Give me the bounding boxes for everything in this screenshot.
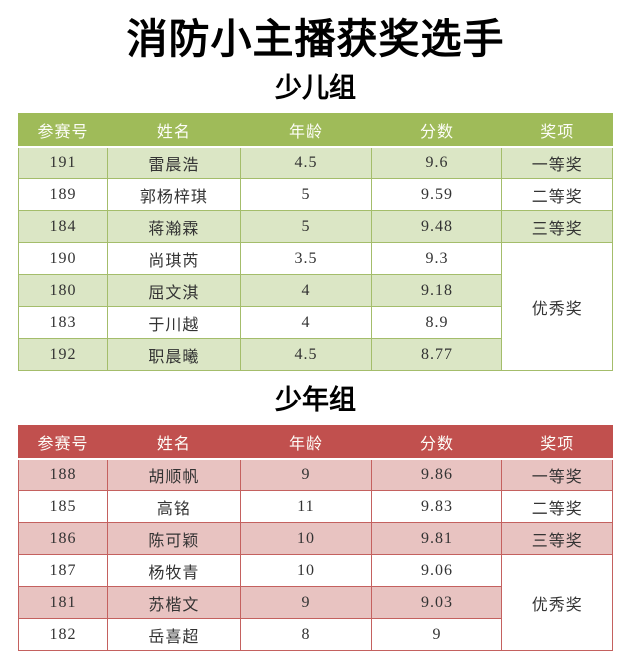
contestant-name: 杨牧青 bbox=[107, 554, 241, 588]
contestant-age: 4.5 bbox=[239, 146, 373, 180]
award-cell: 一等奖 bbox=[501, 458, 613, 492]
page-title: 消防小主播获奖选手 bbox=[126, 16, 505, 62]
table-row: 186 陈可颖 10 9.81 三等奖 bbox=[17, 522, 613, 556]
award-cell: 二等奖 bbox=[501, 490, 613, 524]
contestant-age: 9 bbox=[239, 458, 373, 492]
contestant-name: 尚琪芮 bbox=[107, 242, 241, 276]
contestant-name: 雷晨浩 bbox=[107, 146, 241, 180]
contestant-name: 高铭 bbox=[107, 490, 241, 524]
youth-group-title: 少年组 bbox=[275, 385, 356, 416]
contestant-age: 9 bbox=[239, 586, 373, 620]
contestant-age: 4.5 bbox=[239, 338, 373, 372]
contestant-age: 10 bbox=[239, 554, 373, 588]
children-group-title: 少儿组 bbox=[275, 73, 356, 104]
merged-award-cell: 优秀奖 bbox=[501, 554, 613, 652]
children-group-section: 少儿组 参赛号 姓名 年龄 分数 奖项 191 雷晨浩 4.5 9.6 一等奖 189 郭杨梓琪 5 9.… bbox=[17, 73, 613, 372]
contestant-age: 8 bbox=[239, 618, 373, 652]
table-row: 187 杨牧青 10 9.06 优秀奖 bbox=[17, 554, 613, 652]
contestant-age: 4 bbox=[239, 274, 373, 308]
contestant-number: 191 bbox=[17, 146, 109, 180]
contestant-number: 186 bbox=[17, 522, 109, 556]
contestant-name: 职晨曦 bbox=[107, 338, 241, 372]
column-header-3: 分数 bbox=[371, 425, 503, 460]
contestant-age: 5 bbox=[239, 178, 373, 212]
merged-award-cell: 优秀奖 bbox=[501, 242, 613, 372]
contestant-number: 187 bbox=[17, 554, 109, 588]
header-row: 参赛号 姓名 年龄 分数 奖项 bbox=[17, 425, 613, 460]
award-cell: 三等奖 bbox=[501, 522, 613, 556]
header-row: 参赛号 姓名 年龄 分数 奖项 bbox=[17, 113, 613, 148]
contestant-score: 9.18 bbox=[371, 274, 503, 308]
table-row: 184 蒋瀚霖 5 9.48 三等奖 bbox=[17, 210, 613, 244]
column-header-1: 姓名 bbox=[107, 425, 241, 460]
table-row: 183 于川越 4 8.9 bbox=[17, 306, 613, 340]
contestant-number: 183 bbox=[17, 306, 109, 340]
contestant-name: 屈文淇 bbox=[107, 274, 241, 308]
column-header-1: 姓名 bbox=[107, 113, 241, 148]
table-row: 182 岳喜超 8 9 bbox=[17, 618, 613, 652]
contestant-number: 188 bbox=[17, 458, 109, 492]
youth-awards-table: 参赛号 姓名 年龄 分数 奖项 188 胡顺帆 9 9.86 一等奖 185 高铭 11 9.83 二等奖 1… bbox=[17, 425, 613, 652]
contestant-age: 3.5 bbox=[239, 242, 373, 276]
contestant-number: 189 bbox=[17, 178, 109, 212]
contestant-name: 胡顺帆 bbox=[107, 458, 241, 492]
contestant-score: 9.59 bbox=[371, 178, 503, 212]
table-row: 190 尚琪芮 3.5 9.3 优秀奖 bbox=[17, 242, 613, 372]
contestant-number: 192 bbox=[17, 338, 109, 372]
column-header-2: 年龄 bbox=[239, 425, 373, 460]
column-header-4: 奖项 bbox=[501, 425, 613, 460]
contestant-number: 184 bbox=[17, 210, 109, 244]
contestant-number: 181 bbox=[17, 586, 109, 620]
contestant-score: 9.3 bbox=[371, 242, 503, 276]
table-row: 181 苏楷文 9 9.03 bbox=[17, 586, 613, 620]
table-row: 191 雷晨浩 4.5 9.6 一等奖 bbox=[17, 146, 613, 180]
contestant-age: 11 bbox=[239, 490, 373, 524]
contestant-name: 陈可颖 bbox=[107, 522, 241, 556]
contestant-number: 185 bbox=[17, 490, 109, 524]
contestant-score: 9 bbox=[371, 618, 503, 652]
award-cell: 二等奖 bbox=[501, 178, 613, 212]
contestant-age: 10 bbox=[239, 522, 373, 556]
contestant-number: 182 bbox=[17, 618, 109, 652]
contestant-name: 蒋瀚霖 bbox=[107, 210, 241, 244]
contestant-name: 岳喜超 bbox=[107, 618, 241, 652]
table-row: 188 胡顺帆 9 9.86 一等奖 bbox=[17, 458, 613, 492]
table-row: 189 郭杨梓琪 5 9.59 二等奖 bbox=[17, 178, 613, 212]
contestant-number: 180 bbox=[17, 274, 109, 308]
contestant-name: 于川越 bbox=[107, 306, 241, 340]
column-header-0: 参赛号 bbox=[17, 113, 109, 148]
contestant-score: 9.48 bbox=[371, 210, 503, 244]
contestant-score: 9.6 bbox=[371, 146, 503, 180]
award-cell: 三等奖 bbox=[501, 210, 613, 244]
table-row: 192 职晨曦 4.5 8.77 bbox=[17, 338, 613, 372]
table-row: 180 屈文淇 4 9.18 bbox=[17, 274, 613, 308]
contestant-score: 9.86 bbox=[371, 458, 503, 492]
column-header-0: 参赛号 bbox=[17, 425, 109, 460]
contestant-age: 5 bbox=[239, 210, 373, 244]
contestant-score: 8.9 bbox=[371, 306, 503, 340]
contestant-age: 4 bbox=[239, 306, 373, 340]
contestant-name: 郭杨梓琪 bbox=[107, 178, 241, 212]
contestant-score: 9.03 bbox=[371, 586, 503, 620]
contestant-score: 9.81 bbox=[371, 522, 503, 556]
contestant-score: 9.83 bbox=[371, 490, 503, 524]
contestant-score: 9.06 bbox=[371, 554, 503, 588]
contestant-score: 8.77 bbox=[371, 338, 503, 372]
column-header-4: 奖项 bbox=[501, 113, 613, 148]
contestant-name: 苏楷文 bbox=[107, 586, 241, 620]
table-row: 185 高铭 11 9.83 二等奖 bbox=[17, 490, 613, 524]
column-header-3: 分数 bbox=[371, 113, 503, 148]
children-awards-table: 参赛号 姓名 年龄 分数 奖项 191 雷晨浩 4.5 9.6 一等奖 189 郭杨梓琪 5 9.59 二等… bbox=[17, 113, 613, 372]
youth-group-section: 少年组 参赛号 姓名 年龄 分数 奖项 188 胡顺帆 9 9.86 一等奖 185 高铭 11 9.83… bbox=[17, 385, 613, 652]
column-header-2: 年龄 bbox=[239, 113, 373, 148]
award-cell: 一等奖 bbox=[501, 146, 613, 180]
contestant-number: 190 bbox=[17, 242, 109, 276]
